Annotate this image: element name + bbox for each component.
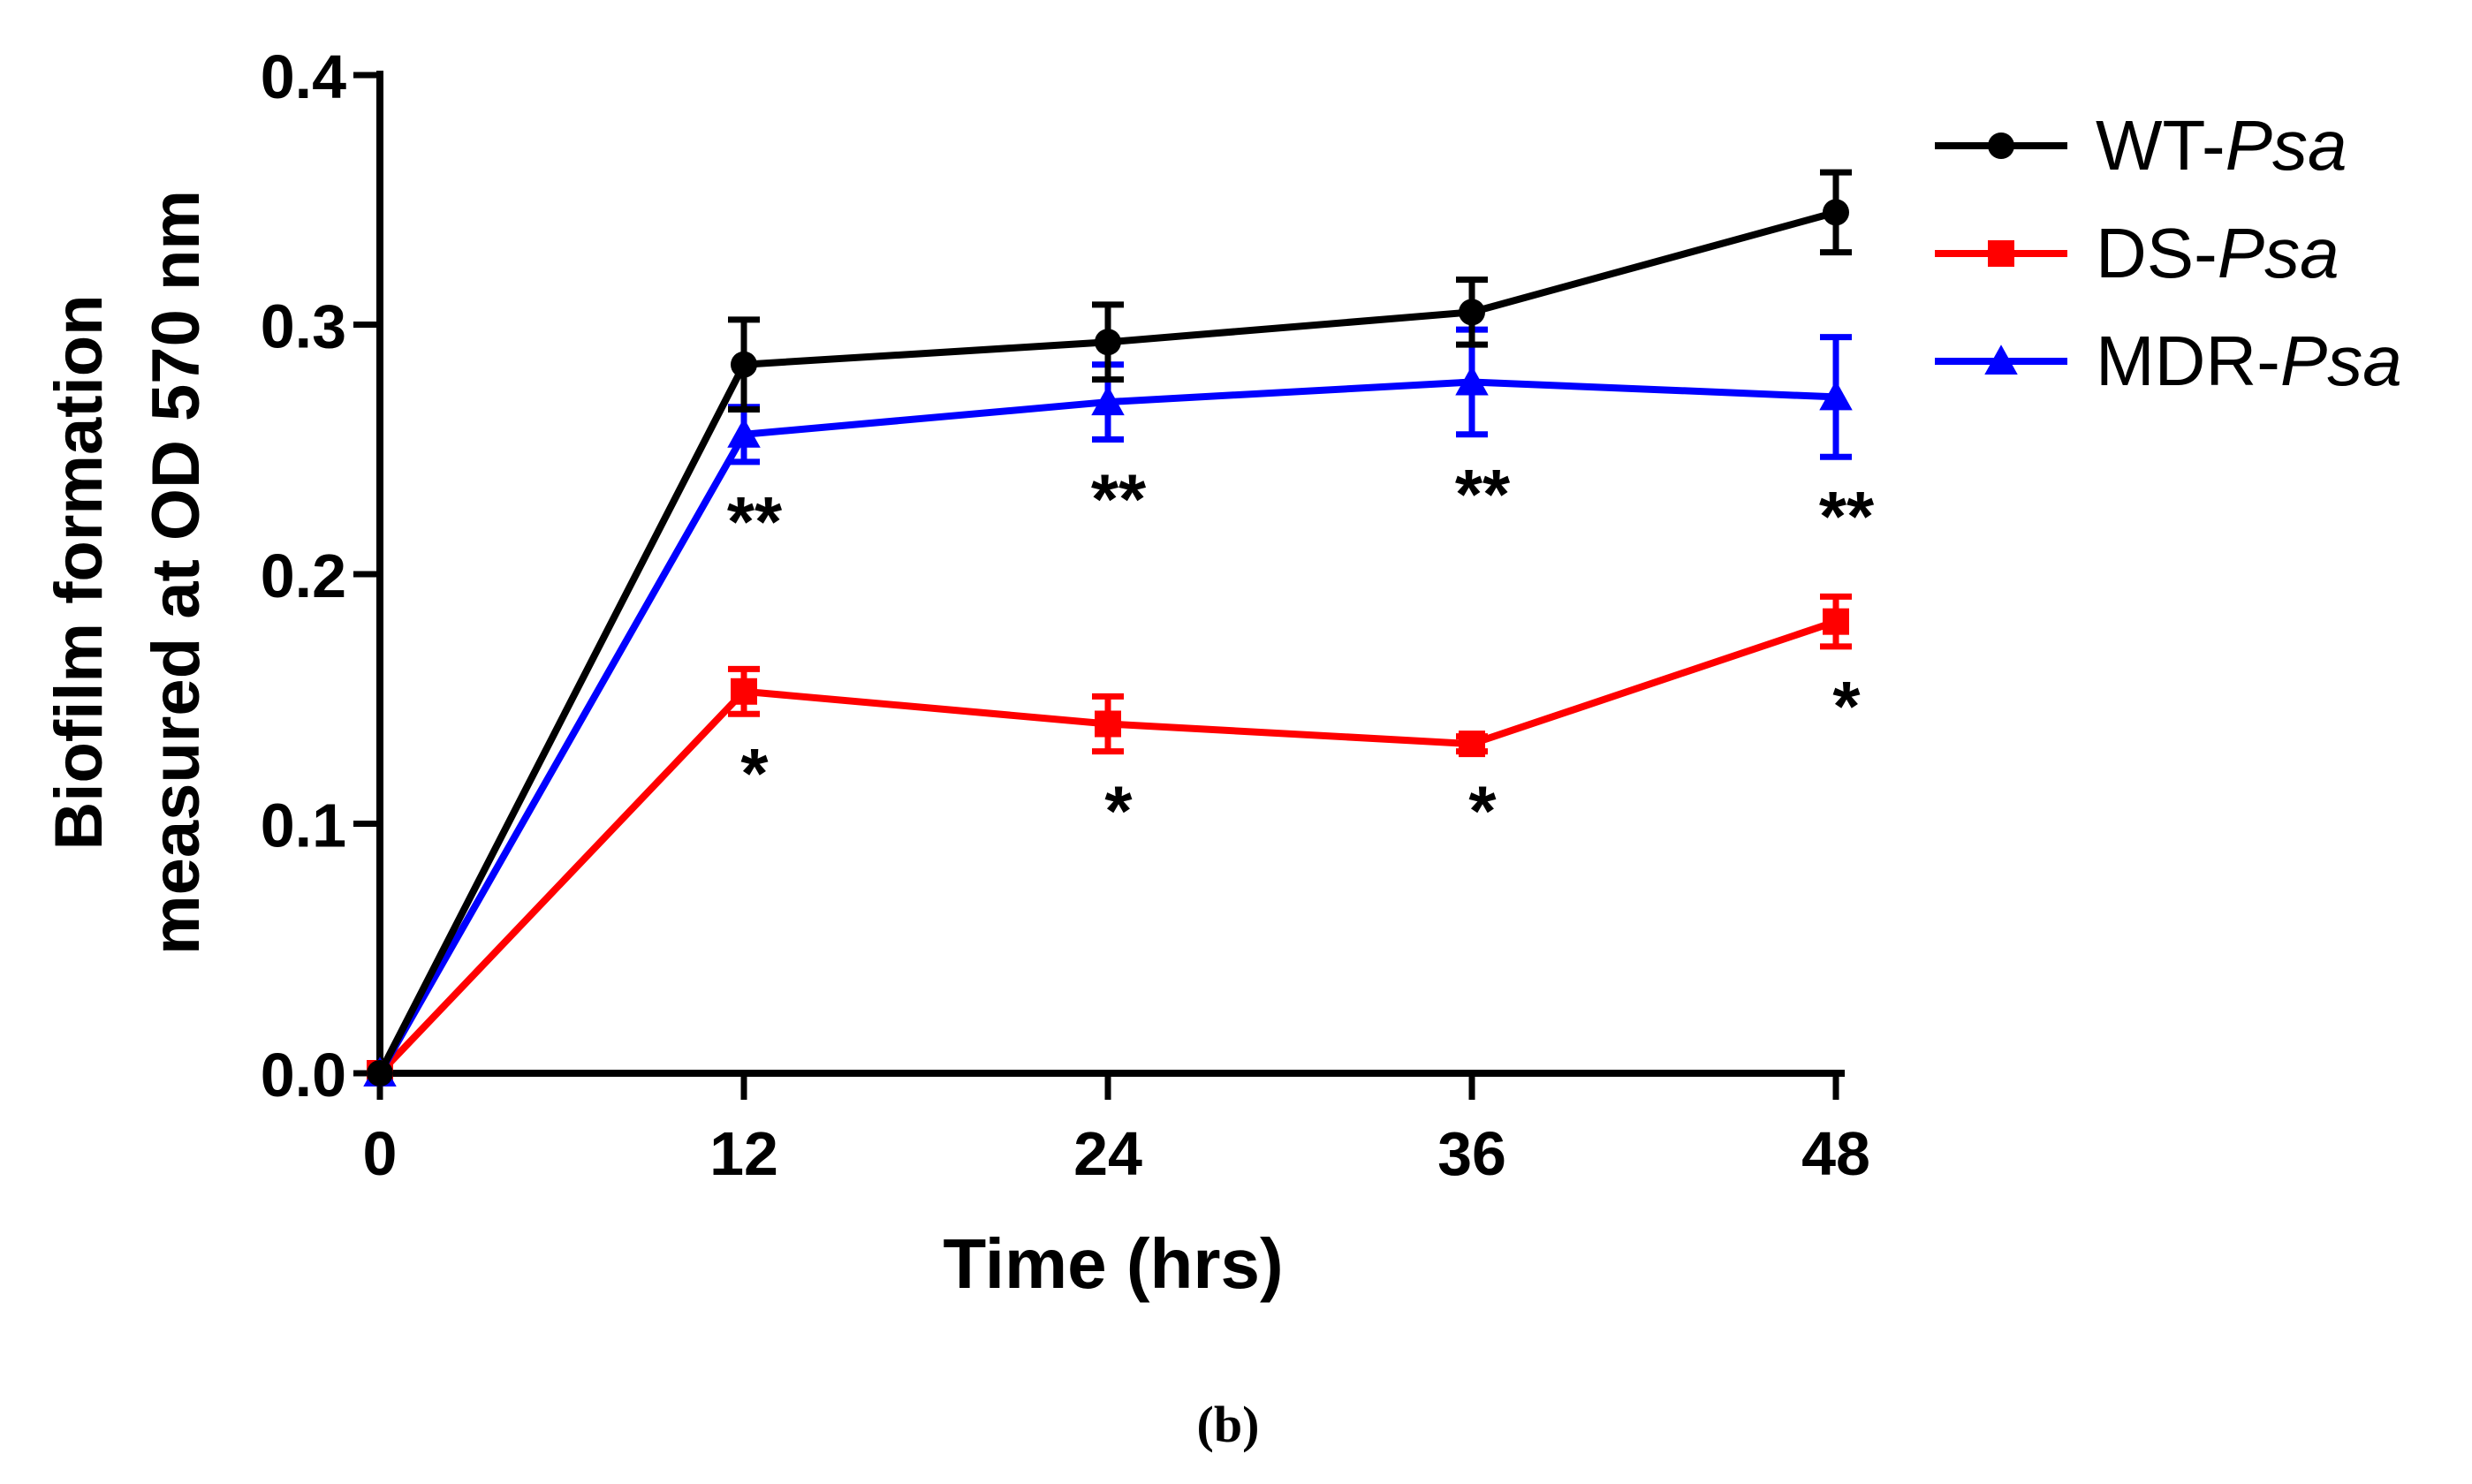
significance-marker: * [1832, 667, 1861, 746]
data-point-circle [1823, 199, 1849, 226]
series-ds [367, 593, 1852, 1086]
series-mdr [363, 326, 1853, 1086]
significance-marker: ** [1091, 459, 1147, 538]
significance-marker: ** [727, 482, 783, 561]
legend-label: WT-Psa [2096, 106, 2347, 185]
legend-label: DS-Psa [2096, 214, 2339, 292]
data-point-square [1823, 608, 1849, 635]
series-layer [363, 169, 1853, 1086]
y-axis-ticks: 0.0 0.1 0.2 0.3 0.4 [261, 42, 380, 1109]
y-tick-label: 0.1 [261, 791, 346, 860]
data-point-square [1095, 710, 1121, 738]
legend-item-wt: WT-Psa [1935, 106, 2347, 185]
x-tick-label: 36 [1437, 1119, 1506, 1188]
x-tick-label: 24 [1073, 1119, 1142, 1188]
data-point-circle [1095, 329, 1121, 356]
data-point-circle [1459, 299, 1485, 326]
significance-annotations: * * **** ** ** ** [727, 455, 1875, 851]
figure-caption: (b) [1197, 1396, 1260, 1453]
legend: WT-Psa DS-Psa MDR-Psa [1935, 106, 2402, 400]
x-tick-label: 48 [1801, 1119, 1870, 1188]
y-tick-label: 0.3 [261, 292, 346, 361]
x-tick-label: 0 [363, 1119, 398, 1188]
data-point-square [1459, 731, 1485, 758]
data-point-circle [1988, 132, 2014, 159]
y-axis-title-line-1: Biofilm formation [42, 294, 117, 850]
significance-marker: ** [1455, 455, 1511, 534]
legend-label: MDR-Psa [2096, 322, 2402, 400]
significance-marker: ** [1819, 477, 1875, 556]
data-point-triangle [727, 418, 761, 448]
data-point-triangle [1091, 385, 1125, 416]
data-point-triangle [1984, 344, 2018, 375]
legend-item-ds: DS-Psa [1935, 214, 2339, 292]
data-point-square [731, 678, 757, 705]
x-tick-label: 12 [709, 1119, 778, 1188]
series-wt [367, 169, 1852, 1086]
x-axis-title: Time (hrs) [943, 1224, 1283, 1303]
significance-marker: * [740, 734, 769, 813]
data-point-triangle [1455, 365, 1489, 396]
x-axis-ticks: 0 12 24 36 48 [363, 1073, 1870, 1188]
data-point-circle [367, 1060, 393, 1086]
y-axis-title-line-2: measured at OD 570 nm [139, 190, 214, 955]
significance-marker: * [1468, 772, 1497, 851]
data-point-circle [731, 351, 757, 378]
y-tick-label: 0.4 [261, 42, 346, 111]
data-point-square [1988, 240, 2014, 267]
y-tick-label: 0.0 [261, 1041, 346, 1109]
legend-item-mdr: MDR-Psa [1935, 322, 2402, 400]
y-tick-label: 0.2 [261, 541, 346, 610]
data-point-triangle [1819, 380, 1853, 411]
significance-marker: * [1104, 772, 1133, 851]
